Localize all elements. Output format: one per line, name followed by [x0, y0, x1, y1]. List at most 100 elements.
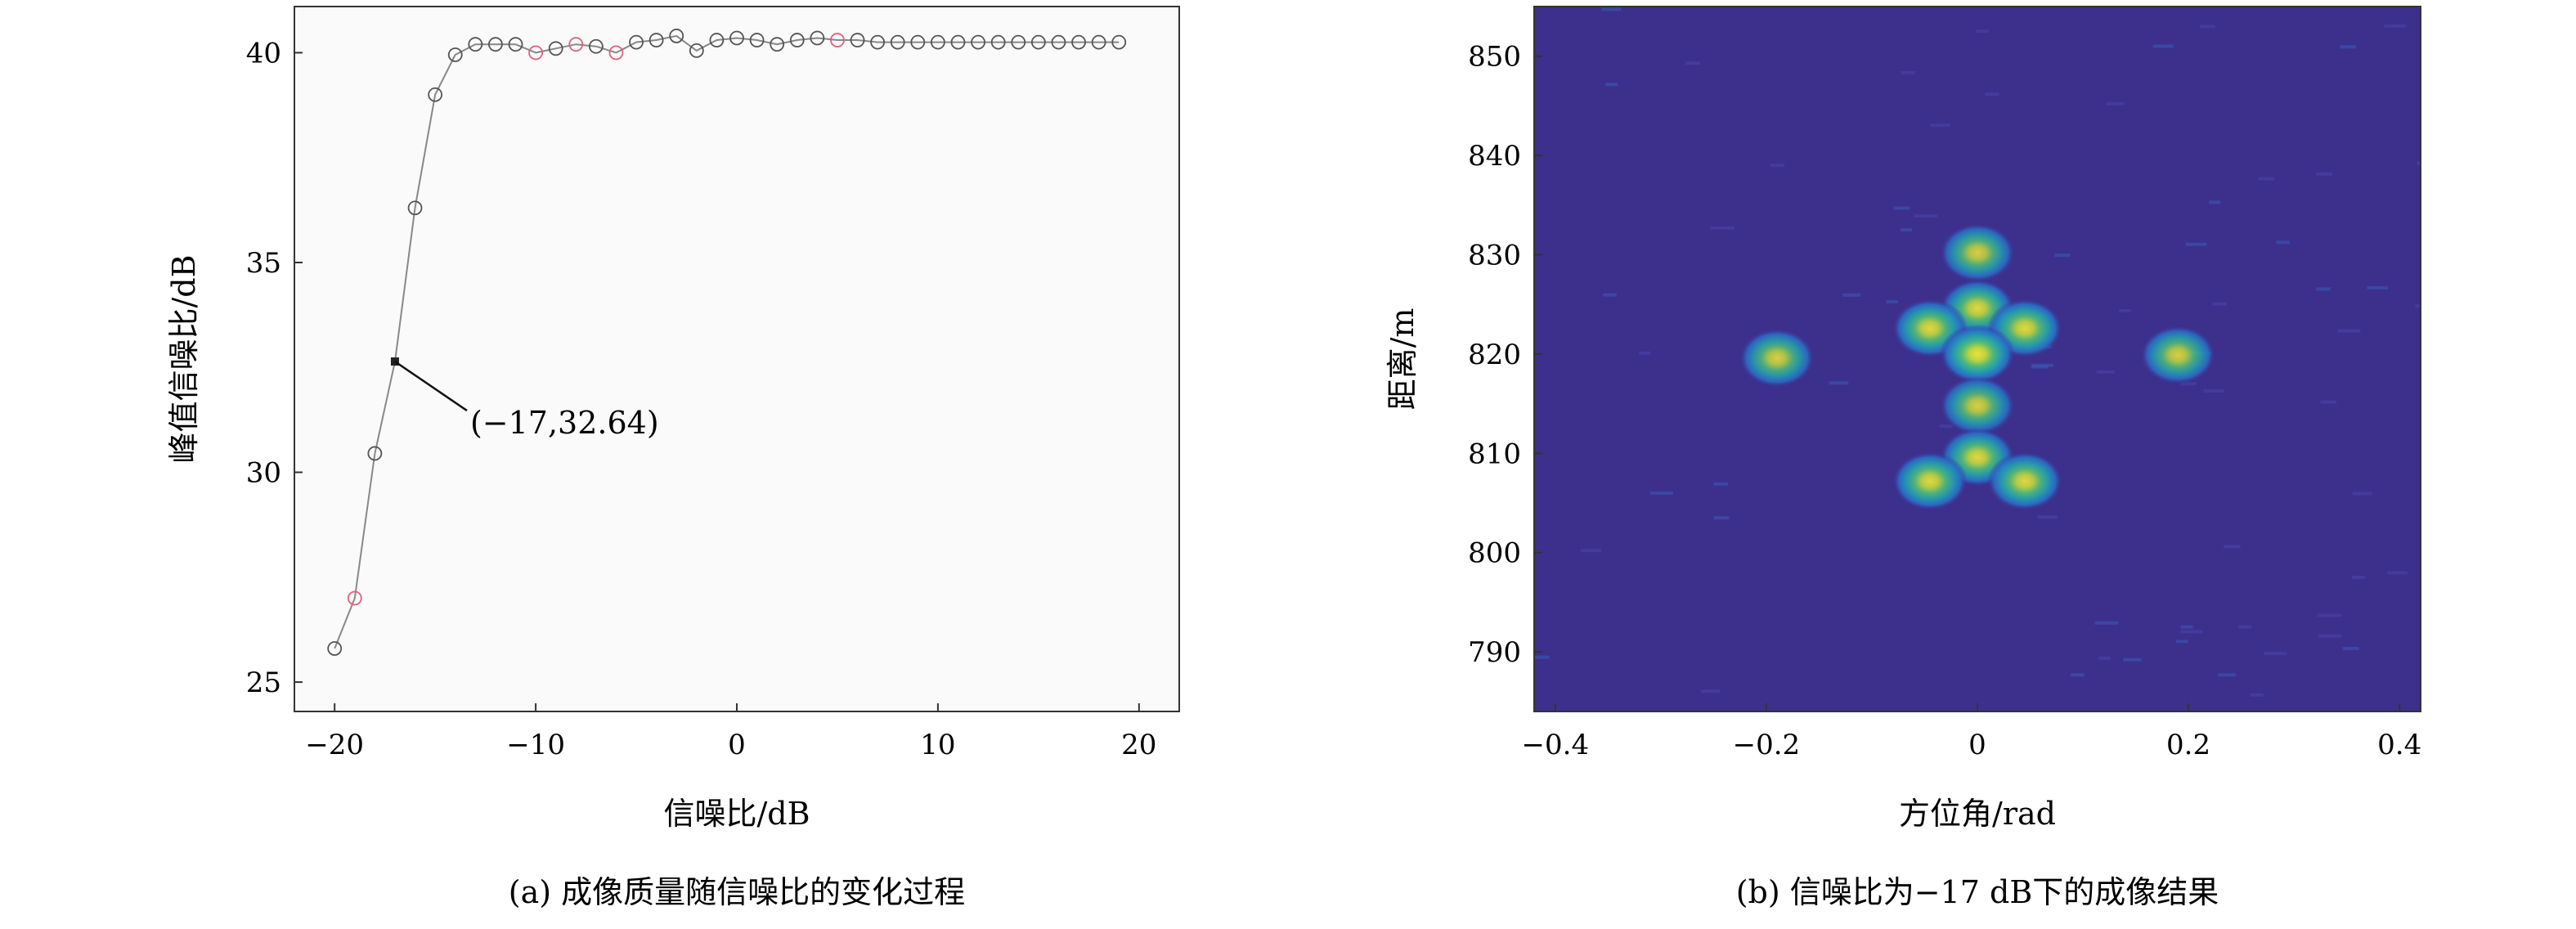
- y-tick-label: 35: [246, 247, 281, 280]
- data-point: [508, 37, 523, 52]
- noise-speckle: [2096, 370, 2115, 375]
- noise-speckle: [1985, 92, 1999, 96]
- data-point: [669, 29, 684, 43]
- y-tick-label: 40: [246, 37, 281, 70]
- y-tick-label: 790: [1468, 636, 1521, 669]
- noise-speckle: [2175, 640, 2188, 644]
- data-point: [870, 34, 886, 50]
- noise-speckle: [2180, 382, 2197, 386]
- data-point: [488, 37, 503, 52]
- x-tick-label: 0: [728, 729, 746, 761]
- noise-speckle: [1601, 7, 1622, 11]
- noise-speckle: [2106, 101, 2125, 105]
- chart-b-ticks: −0.4 −0.2 0 0.2 0.4 790 800 810 820 830 840 850: [1468, 41, 2421, 761]
- noise-speckle: [2250, 693, 2264, 697]
- chart-a-marks: (−17,32.64): [327, 29, 1127, 656]
- noise-speckle: [2212, 302, 2228, 306]
- target-spot: [1940, 223, 2015, 283]
- annotation-leader: [394, 361, 468, 412]
- noise-speckle: [2276, 240, 2290, 245]
- data-point: [729, 30, 744, 46]
- noise-speckle: [1901, 70, 1915, 74]
- y-tick-label: 30: [246, 457, 281, 490]
- noise-speckle: [2384, 24, 2406, 28]
- data-point: [990, 34, 1006, 50]
- data-point: [830, 33, 845, 47]
- data-point: [931, 34, 945, 50]
- chart-a-xlabel: 信噪比/dB: [663, 796, 810, 832]
- noise-speckle: [2218, 673, 2236, 677]
- target-spot: [1739, 328, 1815, 388]
- x-tick-label: 10: [920, 729, 955, 761]
- noise-speckle: [2342, 646, 2359, 650]
- data-point: [468, 37, 483, 52]
- target-spot: [1940, 376, 2015, 436]
- chart-a-ticks: −20 −10 0 10 20 25 30 35 40: [246, 37, 1157, 761]
- data-point: [629, 34, 644, 50]
- chart-b-ylabel: 距离/m: [1384, 308, 1420, 411]
- noise-speckle: [2337, 329, 2361, 333]
- data-point: [347, 590, 362, 606]
- data-point: [1011, 34, 1026, 50]
- noise-speckle: [2223, 545, 2241, 549]
- y-tick-label: 830: [1468, 240, 1521, 272]
- noise-speckle: [2387, 571, 2408, 575]
- noise-speckle: [1770, 164, 1784, 168]
- data-point: [971, 34, 985, 50]
- noise-speckle: [1930, 123, 1950, 128]
- noise-speckle: [2152, 44, 2174, 48]
- data-point: [648, 33, 664, 47]
- noise-speckle: [2320, 400, 2337, 404]
- noise-speckle: [2351, 575, 2365, 579]
- noise-speckle: [1713, 482, 1729, 486]
- data-point: [1051, 34, 1066, 50]
- data-point: [950, 34, 966, 50]
- noise-speckle: [1685, 61, 1701, 65]
- noise-speckle: [1901, 228, 1913, 232]
- noise-speckle: [2352, 491, 2373, 496]
- noise-speckle: [2180, 630, 2203, 634]
- data-point: [588, 38, 604, 54]
- target-spot: [2140, 325, 2216, 385]
- chart-b: −0.4 −0.2 0 0.2 0.4 790 800 810 820 830 840 850 方位角…: [1384, 6, 2421, 910]
- noise-speckle: [2316, 287, 2331, 291]
- data-point: [770, 37, 785, 52]
- data-point: [548, 41, 563, 56]
- data-point: [1071, 34, 1086, 50]
- chart-b-marks: [1534, 7, 2421, 697]
- data-point: [910, 34, 926, 50]
- noise-speckle: [1713, 516, 1730, 520]
- noise-speckle: [1976, 29, 1989, 34]
- noise-speckle: [1700, 689, 1720, 693]
- noise-speckle: [2098, 656, 2111, 660]
- data-point: [749, 33, 765, 47]
- x-tick-label: −20: [305, 729, 364, 761]
- y-tick-label: 25: [246, 666, 281, 699]
- chart-a-ylabel: 峰值信噪比/dB: [166, 254, 202, 463]
- noise-speckle: [1886, 299, 1899, 303]
- data-point: [789, 33, 805, 47]
- noise-speckle: [2367, 285, 2388, 289]
- x-tick-label: −0.4: [1522, 729, 1590, 761]
- data-point: [1030, 34, 1046, 50]
- noise-speckle: [2203, 388, 2224, 393]
- x-tick-label: −0.2: [1733, 729, 1801, 761]
- data-point: [689, 43, 704, 58]
- noise-speckle: [1605, 83, 1618, 87]
- noise-speckle: [1649, 491, 1674, 495]
- noise-speckle: [2417, 161, 2421, 165]
- x-tick-label: 0: [1968, 729, 1986, 761]
- noise-speckle: [2317, 613, 2342, 617]
- noise-speckle: [1580, 549, 1601, 553]
- noise-speckle: [2238, 625, 2252, 629]
- noise-speckle: [2185, 242, 2207, 246]
- data-point: [850, 33, 865, 47]
- noise-speckle: [2070, 673, 2085, 677]
- noise-speckle: [2415, 304, 2421, 308]
- chart-b-xlabel: 方位角/rad: [1899, 796, 2056, 832]
- noise-speckle: [2123, 657, 2142, 662]
- series-line: [334, 34, 1120, 649]
- data-point: [1091, 34, 1106, 50]
- chart-a-plot-area: [294, 6, 1180, 712]
- noise-speckle: [1829, 381, 1849, 385]
